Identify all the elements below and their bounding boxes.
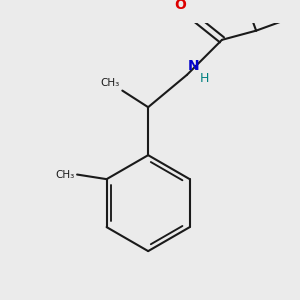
Text: CH₃: CH₃ xyxy=(55,169,74,179)
Text: O: O xyxy=(174,0,186,12)
Text: CH₃: CH₃ xyxy=(100,78,120,88)
Text: H: H xyxy=(200,72,209,85)
Text: N: N xyxy=(188,59,200,73)
